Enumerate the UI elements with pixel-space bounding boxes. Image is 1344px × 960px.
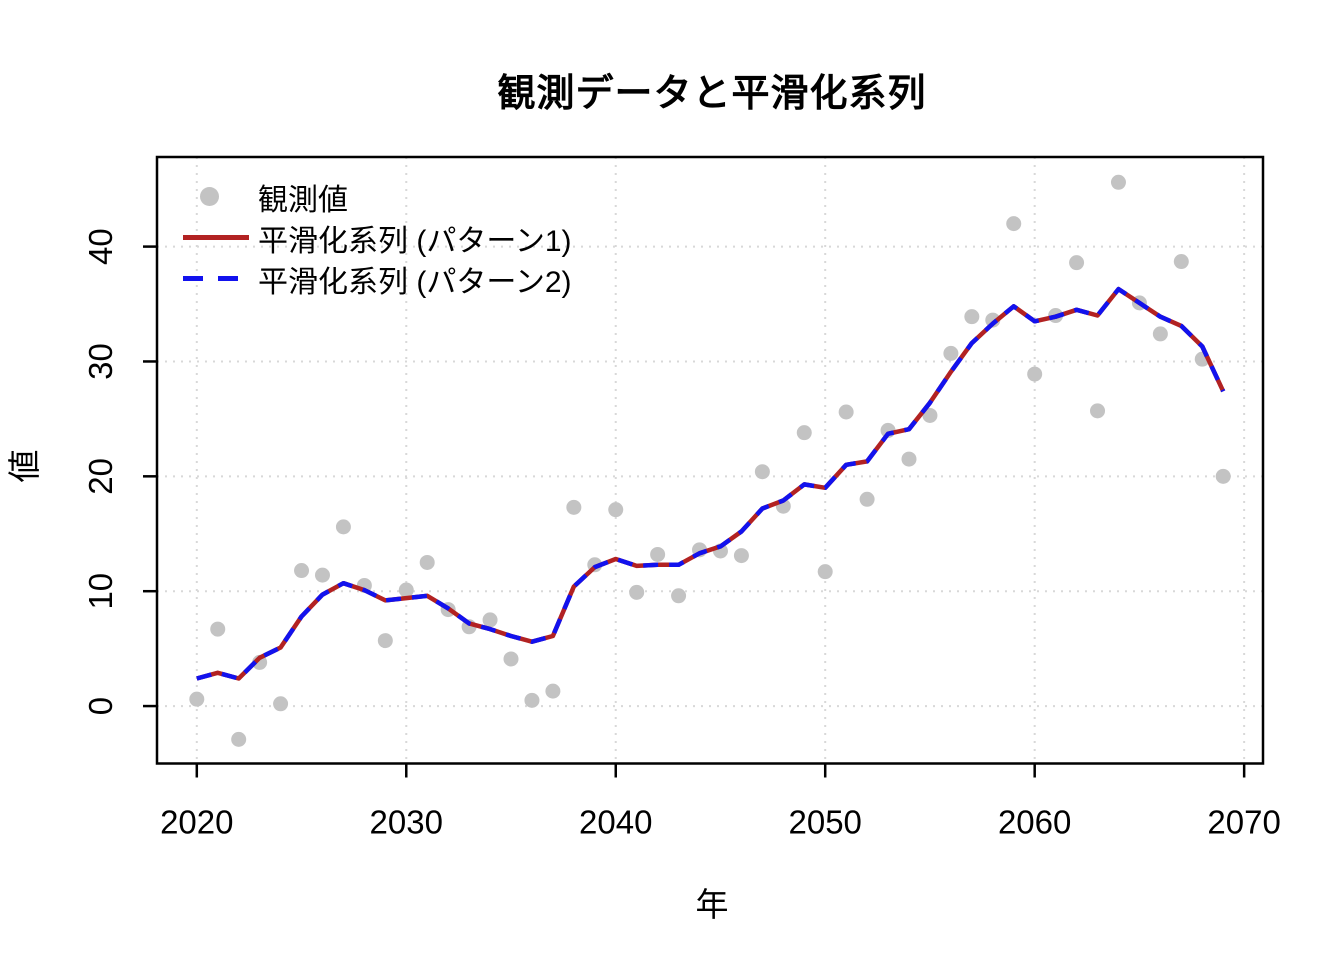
observed-point [943,345,959,361]
observed-point [796,425,812,441]
observed-point [273,696,289,712]
observed-point [1173,254,1189,270]
smoothed-line-pattern2 [196,286,1226,681]
observed-point [294,563,310,579]
legend: 観測値 平滑化系列 (パターン1) 平滑化系列 (パターン2) [170,176,572,299]
axis-ticks [143,245,1246,778]
observed-point [503,651,519,667]
observed-point [566,499,582,515]
observed-point [1027,366,1043,382]
observed-point [482,612,498,628]
observed-point [629,584,645,600]
observed-dot-icon [200,187,219,206]
observed-point [859,491,875,507]
observed-point [754,464,770,480]
legend-label: 平滑化系列 (パターン1) [258,224,572,258]
observed-point [733,548,749,564]
x-tick-label: 2020 [160,804,233,841]
legend-item-observed: 観測値 [170,176,572,217]
observed-point [1069,255,1085,271]
observed-point [398,582,414,598]
legend-item-pattern1: 平滑化系列 (パターン1) [170,217,572,258]
observed-point [985,312,1001,328]
x-axis-label: 年 [695,886,729,923]
observed-point [817,564,833,580]
x-tick-label: 2040 [579,804,652,841]
observed-point [1006,216,1022,232]
observed-point [1152,326,1168,342]
observed-point [335,519,351,535]
dashed-line-icon [183,276,249,281]
observed-point [1090,403,1106,419]
observed-point [922,407,938,423]
x-tick-label: 2060 [998,804,1071,841]
legend-marker-cell [170,235,258,240]
solid-line-icon [183,235,249,240]
y-tick-label: 40 [82,228,119,265]
observed-point [838,404,854,420]
y-tick-label: 20 [82,458,119,495]
observed-point [419,554,435,570]
legend-label: 平滑化系列 (パターン2) [258,265,572,299]
observed-point [1215,468,1231,484]
observed-point [210,621,226,637]
observed-point [671,588,687,604]
observed-point [231,731,247,747]
chart-title: 観測データと平滑化系列 [497,73,927,115]
gridlines [157,157,1263,764]
observed-point [189,691,205,707]
legend-marker-cell [170,187,258,206]
legend-marker-cell [170,276,258,281]
observed-point [377,633,393,649]
smoothed-line-pattern1 [196,286,1226,681]
observed-point [314,567,330,583]
x-tick-label: 2070 [1207,804,1280,841]
y-axis-label: 値 [6,449,43,483]
observed-point [964,309,980,325]
y-tick-label: 30 [82,343,119,380]
observed-point [1110,174,1126,190]
x-tick-label: 2050 [788,804,861,841]
observed-point [650,546,666,562]
y-tick-label: 10 [82,573,119,610]
legend-item-pattern2: 平滑化系列 (パターン2) [170,258,572,299]
y-tick-label: 0 [82,697,119,715]
observed-point [524,692,540,708]
x-tick-label: 2030 [370,804,443,841]
observed-point [608,502,624,518]
observed-point [901,451,917,467]
observed-point [545,683,561,699]
plot-box [155,155,1265,765]
legend-label: 観測値 [258,183,348,217]
